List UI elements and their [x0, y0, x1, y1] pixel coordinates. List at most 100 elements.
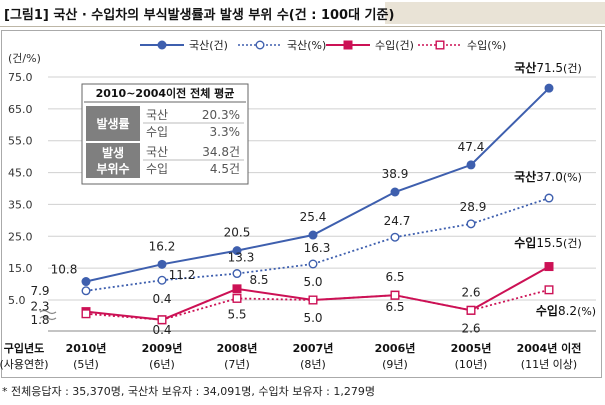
data-label: 0.4	[152, 323, 171, 337]
figure-title: [그림1] 국산 · 수입차의 부식발생률과 발생 부위 수(건 : 100대 …	[4, 8, 395, 23]
y-tick-label: 55.0	[8, 135, 33, 148]
data-label: 2.3	[30, 300, 49, 314]
legend-label: 국산(%)	[287, 39, 326, 52]
end-label-prefix: 수입	[514, 236, 536, 250]
end-label-suffix: (%)	[577, 305, 596, 318]
data-label: 47.4	[458, 140, 485, 154]
legend-marker	[343, 40, 353, 50]
summary-group-label: 발생	[102, 145, 124, 160]
legend-label: 국산(건)	[189, 39, 228, 52]
y-tick-label: 15.0	[8, 262, 33, 275]
data-point	[81, 286, 91, 296]
data-point	[544, 285, 554, 295]
data-label: 6.5	[385, 270, 404, 284]
data-point	[390, 232, 400, 242]
data-label: 10.8	[51, 263, 78, 277]
end-label: 국산71.5(건)	[514, 60, 582, 75]
data-label: 38.9	[382, 167, 409, 181]
x-tick-age: (7년)	[224, 358, 250, 371]
data-point	[544, 83, 554, 93]
x-header-year: 구입년도	[4, 341, 44, 355]
title-bar: [그림1] 국산 · 수입차의 부식발생률과 발생 부위 수(건 : 100대 …	[0, 0, 605, 26]
end-label-prefix: 수입	[536, 304, 558, 318]
data-label: 16.3	[304, 241, 331, 255]
data-label: 5.5	[227, 307, 246, 321]
chart-frame	[1, 30, 602, 378]
y-tick-label: 75.0	[8, 71, 33, 84]
end-label-suffix: (%)	[563, 171, 582, 184]
data-point	[232, 284, 242, 294]
x-tick-year: 2007년	[293, 341, 334, 355]
data-label: 2.6	[461, 285, 480, 299]
data-label: 11.2	[169, 268, 196, 282]
end-label-prefix: 국산	[514, 169, 536, 184]
x-tick-year: 2008년	[217, 341, 258, 355]
data-point	[308, 295, 318, 305]
legend-marker	[255, 40, 265, 50]
data-point	[308, 259, 318, 269]
x-tick-age: (8년)	[300, 358, 326, 371]
x-tick-age: (9년)	[382, 358, 408, 371]
data-label: 20.5	[224, 226, 251, 240]
end-label: 수입8.2(%)	[536, 304, 596, 318]
summary-group-label: 부위수	[96, 162, 129, 176]
y-tick-label: 25.0	[8, 230, 33, 243]
x-header-age: (사용연한)	[0, 358, 49, 371]
title-rule	[0, 26, 605, 27]
data-label: 8.5	[249, 273, 268, 287]
data-point	[81, 277, 91, 287]
x-tick-age: (11년 이상)	[521, 358, 577, 371]
data-point	[390, 290, 400, 300]
summary-row-name: 수입	[146, 162, 168, 176]
data-label: 5.0	[303, 275, 322, 289]
legend-label: 수입(%)	[467, 39, 506, 52]
summary-row-name: 국산	[146, 108, 168, 122]
end-label: 국산37.0(%)	[514, 169, 582, 184]
legend-marker	[435, 40, 445, 50]
summary-row-value: 3.3%	[210, 125, 241, 139]
x-tick-year: 2004년 이전	[517, 341, 582, 355]
data-point	[544, 262, 554, 272]
end-label-value: 37.0	[536, 170, 563, 184]
summary-title: 2010~2004이전 전체 평균	[96, 86, 235, 100]
data-point	[232, 269, 242, 279]
summary-group-label-bg	[86, 143, 140, 178]
summary-row-value: 4.5건	[210, 162, 240, 176]
data-label: 24.7	[384, 214, 411, 228]
axis-break-symbol	[39, 309, 57, 321]
data-label: 28.9	[460, 200, 487, 214]
data-label: 2.6	[461, 321, 480, 335]
summary-group-label: 발생률	[96, 116, 129, 131]
summary-row-name: 국산	[146, 145, 168, 159]
data-label: 6.5	[385, 300, 404, 314]
data-point	[232, 246, 242, 256]
x-tick-age: (10년)	[455, 358, 488, 371]
summary-row-value: 20.3%	[202, 108, 240, 122]
end-label-suffix: (건)	[563, 62, 582, 75]
data-label: 1.8	[30, 313, 49, 327]
title-highlight	[385, 2, 605, 24]
y-axis-label: (건/%)	[8, 52, 41, 65]
data-point	[466, 160, 476, 170]
summary-row-value: 34.8건	[202, 145, 240, 159]
data-label: 7.9	[30, 284, 49, 298]
legend-marker	[157, 40, 167, 50]
end-label-suffix: (건)	[563, 237, 582, 250]
footnote: * 전체응답자 : 35,370명, 국산차 보유자 : 34,091명, 수입…	[2, 385, 375, 398]
y-tick-label: 5.0	[8, 294, 26, 307]
data-point	[466, 219, 476, 229]
end-label-value: 71.5	[536, 61, 563, 75]
data-label: 13.3	[228, 251, 255, 265]
data-label: 16.2	[149, 239, 176, 253]
data-point	[81, 309, 91, 319]
data-point	[390, 187, 400, 197]
summary-group-label-bg	[86, 106, 140, 141]
end-label-prefix: 국산	[514, 60, 536, 75]
data-point	[544, 193, 554, 203]
data-point	[157, 315, 167, 325]
x-tick-year: 2009년	[142, 341, 183, 355]
x-tick-age: (6년)	[149, 358, 175, 371]
data-label: 0.4	[152, 292, 171, 306]
